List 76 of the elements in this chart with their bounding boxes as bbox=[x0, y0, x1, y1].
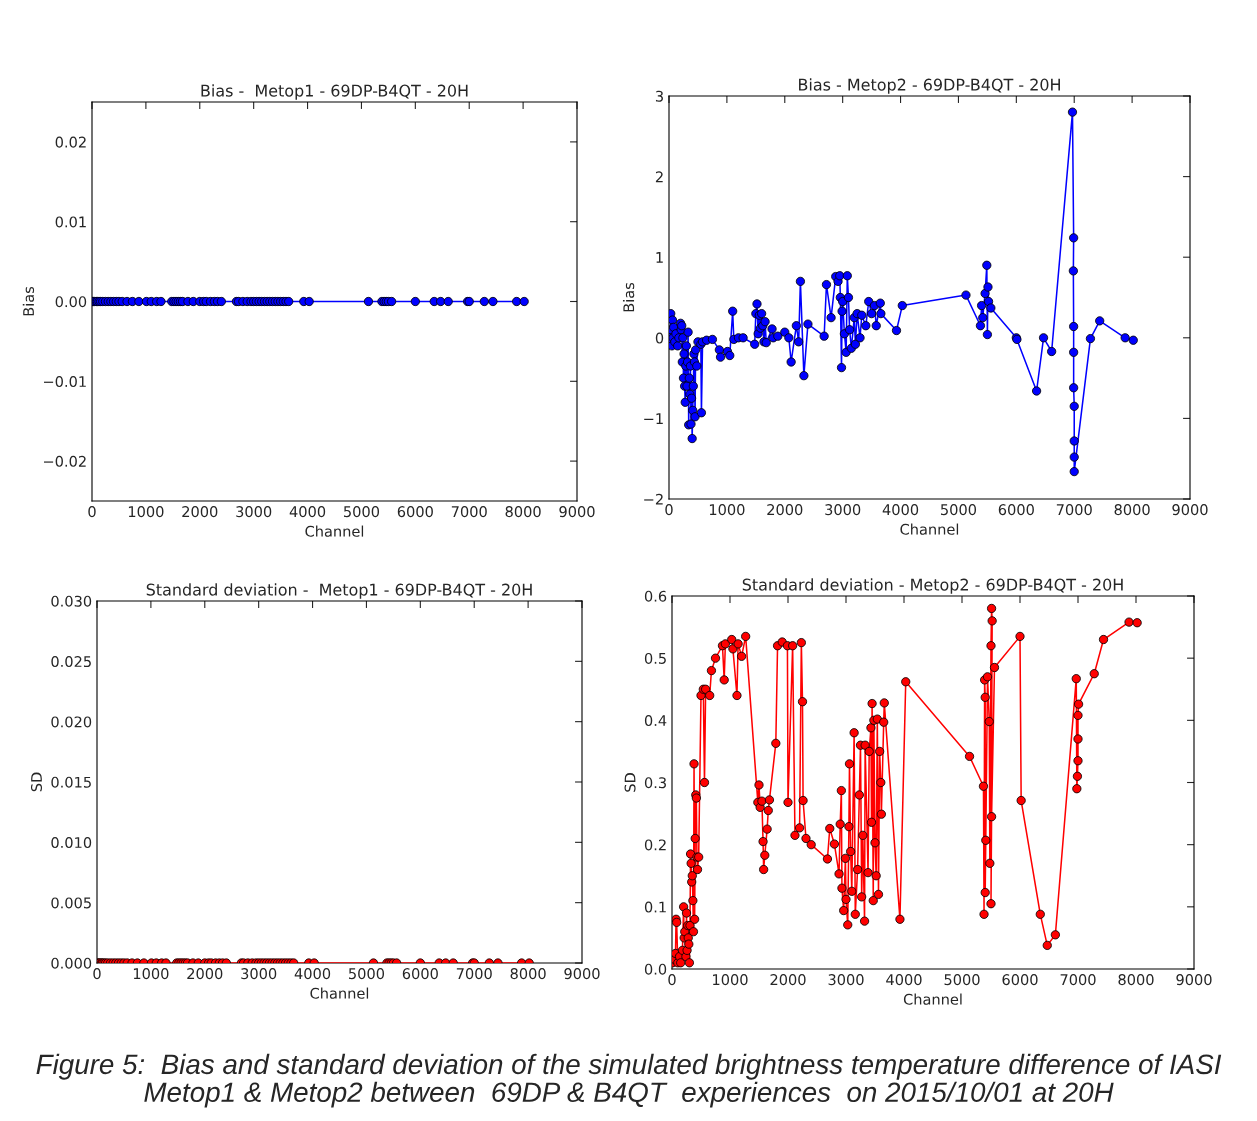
x-tick-label: 5000 bbox=[944, 974, 980, 986]
x-tick-label: 4000 bbox=[886, 974, 922, 986]
x-tick-label: 1000 bbox=[128, 506, 164, 518]
chart-title: Bias - Metop2 - 69DP-B4QT - 20H bbox=[799, 78, 1060, 94]
y-tick-label: 1 bbox=[656, 252, 663, 263]
x-tick-label: 3000 bbox=[825, 504, 861, 516]
chart-title: Standard deviation - Metop2 - 69DP-B4QT - 20H bbox=[742, 578, 1123, 594]
y-axis-title: SD bbox=[624, 773, 636, 792]
y-tick-label: 0.00 bbox=[55, 296, 87, 308]
y-tick-label: 0.000 bbox=[51, 957, 92, 969]
y-tick-label: 0.010 bbox=[51, 837, 92, 849]
y-tick-label: −1 bbox=[644, 413, 663, 424]
x-tick-label: 2000 bbox=[770, 974, 806, 986]
chart-title: Standard deviation - Metop1 - 69DP-B4QT - 20H bbox=[146, 583, 532, 599]
x-tick-label: 6000 bbox=[1002, 974, 1038, 986]
chart-title: Bias - Metop1 - 69DP-B4QT - 20H bbox=[201, 84, 468, 100]
x-tick-label: 7000 bbox=[451, 506, 487, 518]
x-tick-label: 9000 bbox=[1172, 504, 1208, 516]
y-tick-label: 0.6 bbox=[644, 590, 667, 602]
y-tick-label: −0.01 bbox=[43, 376, 86, 388]
y-tick-label: 0.4 bbox=[644, 715, 667, 727]
x-tick-label: 8000 bbox=[505, 506, 541, 518]
y-tick-label: 0.3 bbox=[644, 777, 666, 789]
x-tick-label: 6000 bbox=[998, 504, 1034, 516]
y-tick-label: 0.2 bbox=[644, 839, 666, 851]
x-tick-label: 7000 bbox=[456, 968, 492, 980]
y-tick-label: 0.005 bbox=[51, 897, 91, 909]
y-tick-label: 3 bbox=[655, 90, 663, 102]
x-tick-label: 3000 bbox=[241, 968, 277, 980]
y-tick-label: 0.02 bbox=[55, 136, 86, 148]
x-tick-label: 8000 bbox=[1114, 504, 1150, 516]
x-tick-label: 7000 bbox=[1060, 974, 1096, 986]
x-axis-title: Channel bbox=[903, 993, 962, 1005]
x-tick-label: 5000 bbox=[349, 968, 385, 980]
y-tick-label: 2 bbox=[655, 171, 663, 183]
x-tick-label: 3000 bbox=[236, 506, 272, 518]
y-tick-label: 0.025 bbox=[51, 656, 91, 668]
x-tick-label: 8000 bbox=[510, 968, 546, 980]
y-axis-title: SD bbox=[30, 772, 43, 792]
x-tick-label: 9000 bbox=[564, 968, 600, 980]
x-tick-label: 1000 bbox=[713, 974, 748, 986]
y-tick-label: 0.020 bbox=[51, 716, 92, 728]
x-axis-title: Channel bbox=[310, 987, 369, 999]
x-axis-title: Channel bbox=[305, 525, 364, 537]
y-tick-label: 0.01 bbox=[55, 216, 86, 228]
x-tick-label: 6000 bbox=[397, 506, 433, 518]
y-axis-title: Bias bbox=[622, 282, 635, 312]
x-tick-label: 0 bbox=[93, 968, 101, 980]
x-tick-label: 4000 bbox=[294, 968, 331, 980]
x-tick-label: 9000 bbox=[1176, 974, 1212, 986]
x-tick-label: 3000 bbox=[828, 974, 864, 986]
x-tick-label: 6000 bbox=[402, 968, 438, 980]
y-tick-label: 0.015 bbox=[51, 776, 91, 788]
x-tick-label: 2000 bbox=[182, 506, 218, 518]
y-axis-title: Bias bbox=[22, 286, 35, 316]
x-axis-title: Channel bbox=[900, 523, 959, 535]
caption: Figure 5: Bias and standard deviation of the simulated brightness temperature difference of IASI Metop1 & Metop2 between 69DP & B4QT experiences on 2015/10/01 at 20H bbox=[36, 1053, 1222, 1108]
x-tick-label: 1000 bbox=[133, 968, 169, 980]
y-tick-label: 0.1 bbox=[644, 901, 666, 913]
x-tick-label: 5000 bbox=[941, 504, 977, 516]
y-tick-label: −0.02 bbox=[43, 455, 86, 467]
x-tick-label: 8000 bbox=[1118, 974, 1154, 986]
y-tick-label: 0 bbox=[655, 332, 664, 344]
y-tick-label: 0.0 bbox=[644, 963, 667, 975]
x-tick-label: 4000 bbox=[289, 506, 326, 518]
x-tick-label: 2000 bbox=[767, 504, 803, 516]
y-tick-label: −2 bbox=[644, 493, 663, 505]
x-tick-label: 2000 bbox=[187, 968, 223, 980]
y-tick-label: 0.030 bbox=[51, 595, 92, 607]
x-tick-label: 4000 bbox=[882, 504, 919, 516]
x-tick-label: 5000 bbox=[344, 506, 380, 518]
x-tick-label: 1000 bbox=[709, 504, 745, 516]
x-tick-label: 0 bbox=[668, 974, 676, 986]
x-tick-label: 9000 bbox=[559, 506, 595, 518]
x-tick-label: 7000 bbox=[1056, 504, 1092, 516]
y-tick-label: 0.5 bbox=[644, 652, 666, 664]
